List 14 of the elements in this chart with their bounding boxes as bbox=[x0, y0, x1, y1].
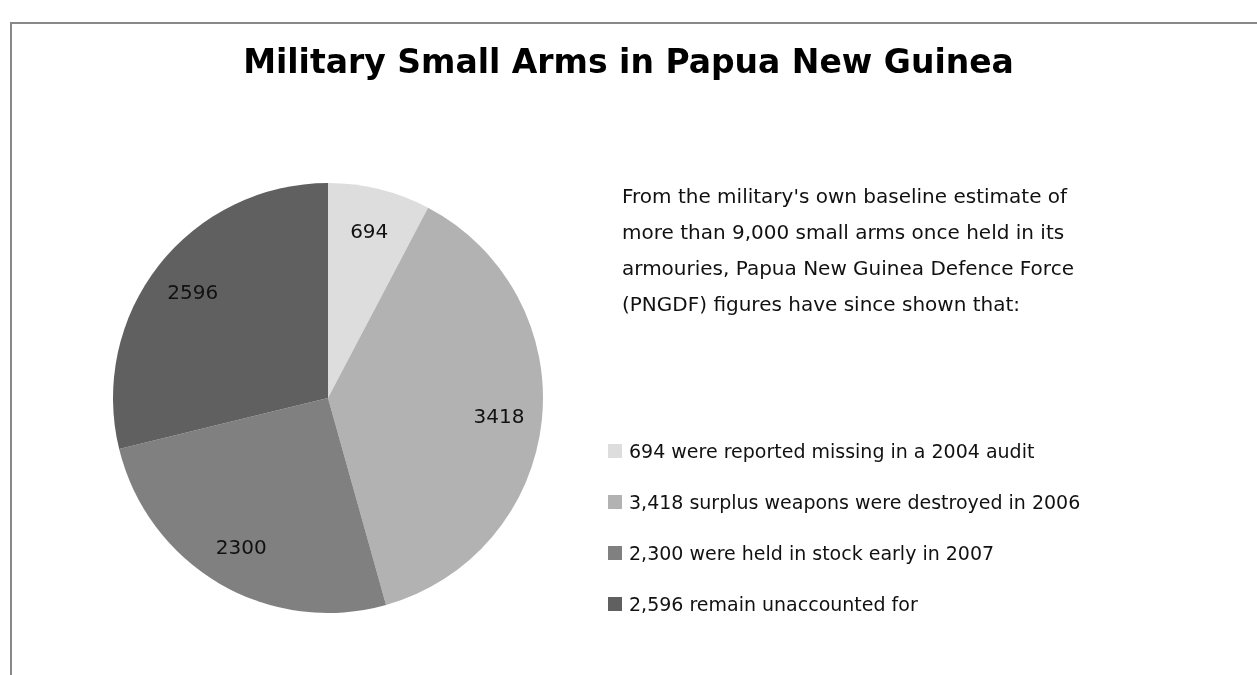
pie-slice bbox=[328, 207, 543, 606]
legend-label: 2,300 were held in stock early in 2007 bbox=[629, 541, 995, 564]
text: From the military's own baseline estimate of more than 9,000 small arms once held in its armouries, Papua New Guinea Defence Force (PNGDF) figures have since shown that: bbox=[622, 183, 1075, 318]
data-label: 2300 bbox=[215, 534, 267, 559]
chart-title: Military Small Arms in Papua New Guinea bbox=[242, 42, 1015, 81]
pie-slice bbox=[119, 398, 387, 613]
pie-slice bbox=[328, 183, 429, 398]
pie-slice bbox=[113, 183, 328, 450]
legend-label: 2,596 remain unaccounted for bbox=[629, 592, 918, 615]
data-label: 3418 bbox=[473, 404, 525, 429]
legend-label: 3,418 surplus weapons were destroyed in 2006 bbox=[629, 490, 1081, 513]
data-label: 694 bbox=[350, 219, 389, 244]
data-label: 2596 bbox=[167, 279, 219, 304]
legend-label: 694 were reported missing in a 2004 audit bbox=[629, 439, 1035, 462]
